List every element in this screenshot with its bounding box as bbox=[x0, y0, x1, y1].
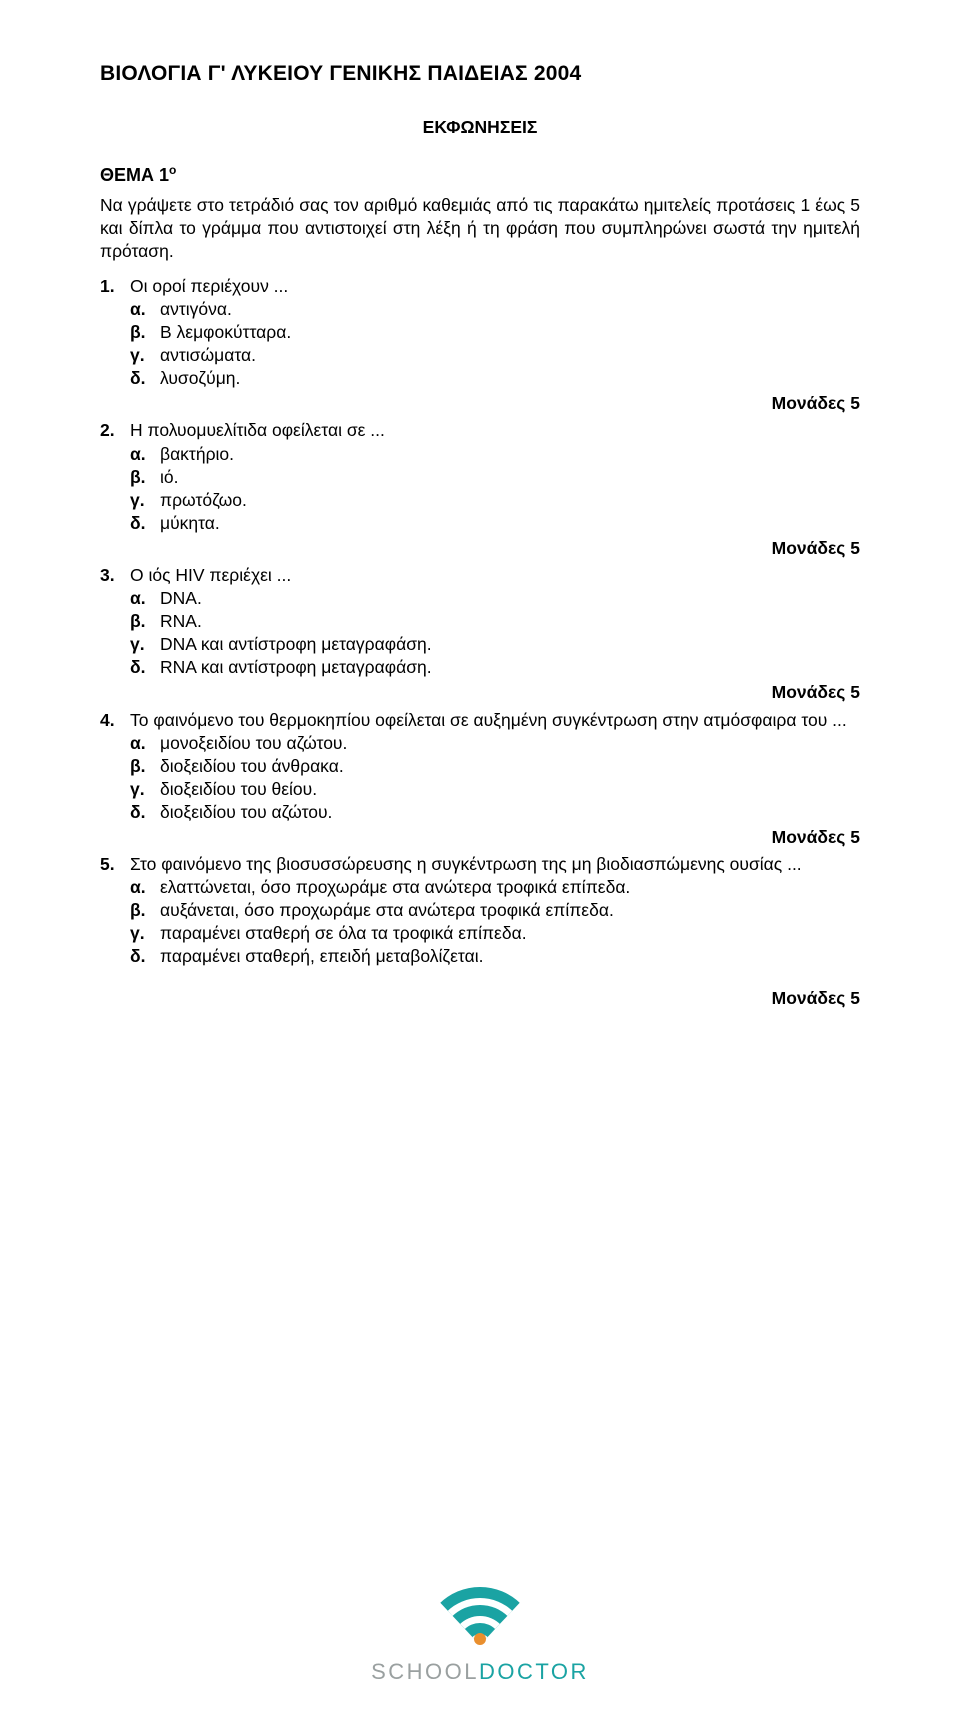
option-text: διοξειδίου του αζώτου. bbox=[160, 801, 860, 824]
points-label: Μονάδες 5 bbox=[100, 537, 860, 560]
option-row: β.αυξάνεται, όσο προχωράμε στα ανώτερα τ… bbox=[100, 899, 860, 922]
option-text: αυξάνεται, όσο προχωράμε στα ανώτερα τρο… bbox=[160, 899, 860, 922]
option-row: α.μονοξειδίου του αζώτου. bbox=[100, 732, 860, 755]
question-text: Στο φαινόμενο της βιοσυσσώρευσης η συγκέ… bbox=[130, 853, 860, 876]
page-subtitle: ΕΚΦΩΝΗΣΕΙΣ bbox=[100, 116, 860, 139]
page-title: ΒΙΟΛΟΓΙΑ Γ' ΛΥΚΕΙΟΥ ΓΕΝΙΚΗΣ ΠΑΙΔΕΙΑΣ 200… bbox=[100, 60, 860, 88]
option-row: γ.πρωτόζωο. bbox=[100, 489, 860, 512]
option-text: πρωτόζωο. bbox=[160, 489, 860, 512]
question-text: Η πολυομυελίτιδα οφείλεται σε ... bbox=[130, 419, 860, 442]
question-block: 3. Ο ιός HIV περιέχει ... α.DNA. β.RNA. … bbox=[100, 564, 860, 705]
option-label: δ. bbox=[130, 801, 160, 824]
option-row: γ.διοξειδίου του θείου. bbox=[100, 778, 860, 801]
option-row: δ.μύκητα. bbox=[100, 512, 860, 535]
option-label: α. bbox=[130, 876, 160, 899]
option-label: δ. bbox=[130, 656, 160, 679]
option-text: Β λεμφοκύτταρα. bbox=[160, 321, 860, 344]
option-row: δ.διοξειδίου του αζώτου. bbox=[100, 801, 860, 824]
option-text: λυσοζύμη. bbox=[160, 367, 860, 390]
question-text: Οι οροί περιέχουν ... bbox=[130, 275, 860, 298]
question-text: Το φαινόμενο του θερμοκηπίου οφείλεται σ… bbox=[130, 709, 860, 732]
option-text: DNA και αντίστροφη μεταγραφάση. bbox=[160, 633, 860, 656]
option-row: β.διοξειδίου του άνθρακα. bbox=[100, 755, 860, 778]
question-number: 1. bbox=[100, 275, 130, 298]
option-text: αντισώματα. bbox=[160, 344, 860, 367]
option-label: α. bbox=[130, 298, 160, 321]
option-text: ιό. bbox=[160, 466, 860, 489]
question-block: 4. Το φαινόμενο του θερμοκηπίου οφείλετα… bbox=[100, 709, 860, 850]
option-row: β.ιό. bbox=[100, 466, 860, 489]
option-label: β. bbox=[130, 321, 160, 344]
option-text: μύκητα. bbox=[160, 512, 860, 535]
points-label: Μονάδες 5 bbox=[100, 987, 860, 1010]
question-line: 5. Στο φαινόμενο της βιοσυσσώρευσης η συ… bbox=[100, 853, 860, 876]
points-label: Μονάδες 5 bbox=[100, 826, 860, 849]
option-label: γ. bbox=[130, 344, 160, 367]
option-label: α. bbox=[130, 443, 160, 466]
option-label: γ. bbox=[130, 922, 160, 945]
option-text: παραμένει σταθερή, επειδή μεταβολίζεται. bbox=[160, 945, 860, 968]
option-label: α. bbox=[130, 587, 160, 610]
question-line: 2. Η πολυομυελίτιδα οφείλεται σε ... bbox=[100, 419, 860, 442]
option-label: δ. bbox=[130, 367, 160, 390]
option-text: DNA. bbox=[160, 587, 860, 610]
option-row: γ.DNA και αντίστροφη μεταγραφάση. bbox=[100, 633, 860, 656]
question-line: 1. Οι οροί περιέχουν ... bbox=[100, 275, 860, 298]
option-row: δ.λυσοζύμη. bbox=[100, 367, 860, 390]
option-row: γ.παραμένει σταθερή σε όλα τα τροφικά επ… bbox=[100, 922, 860, 945]
thema-label: ΘΕΜΑ 1 bbox=[100, 165, 169, 185]
question-number: 3. bbox=[100, 564, 130, 587]
question-number: 5. bbox=[100, 853, 130, 876]
option-label: δ. bbox=[130, 512, 160, 535]
option-row: α.ελαττώνεται, όσο προχωράμε στα ανώτερα… bbox=[100, 876, 860, 899]
points-label: Μονάδες 5 bbox=[100, 392, 860, 415]
option-row: γ.αντισώματα. bbox=[100, 344, 860, 367]
option-row: δ.RNA και αντίστροφη μεταγραφάση. bbox=[100, 656, 860, 679]
option-text: διοξειδίου του θείου. bbox=[160, 778, 860, 801]
points-label: Μονάδες 5 bbox=[100, 681, 860, 704]
page: ΒΙΟΛΟΓΙΑ Γ' ΛΥΚΕΙΟΥ ΓΕΝΙΚΗΣ ΠΑΙΔΕΙΑΣ 200… bbox=[0, 0, 960, 1726]
logo-text: SCHOOLDOCTOR bbox=[371, 1657, 589, 1686]
option-label: γ. bbox=[130, 489, 160, 512]
option-text: μονοξειδίου του αζώτου. bbox=[160, 732, 860, 755]
option-row: β.Β λεμφοκύτταρα. bbox=[100, 321, 860, 344]
option-label: β. bbox=[130, 610, 160, 633]
option-label: γ. bbox=[130, 633, 160, 656]
question-line: 4. Το φαινόμενο του θερμοκηπίου οφείλετα… bbox=[100, 709, 860, 732]
question-block: 1. Οι οροί περιέχουν ... α.αντιγόνα. β.Β… bbox=[100, 275, 860, 416]
question-block: 2. Η πολυομυελίτιδα οφείλεται σε ... α.β… bbox=[100, 419, 860, 560]
logo-text-part2: DOCTOR bbox=[479, 1659, 589, 1684]
option-text: RNA και αντίστροφη μεταγραφάση. bbox=[160, 656, 860, 679]
wifi-fan-icon bbox=[425, 1579, 535, 1651]
option-label: α. bbox=[130, 732, 160, 755]
question-number: 4. bbox=[100, 709, 130, 732]
option-row: δ.παραμένει σταθερή, επειδή μεταβολίζετα… bbox=[100, 945, 860, 968]
question-block: 5. Στο φαινόμενο της βιοσυσσώρευσης η συ… bbox=[100, 853, 860, 1010]
question-line: 3. Ο ιός HIV περιέχει ... bbox=[100, 564, 860, 587]
option-text: βακτήριο. bbox=[160, 443, 860, 466]
option-text: παραμένει σταθερή σε όλα τα τροφικά επίπ… bbox=[160, 922, 860, 945]
question-text: Ο ιός HIV περιέχει ... bbox=[130, 564, 860, 587]
option-row: α.αντιγόνα. bbox=[100, 298, 860, 321]
option-label: β. bbox=[130, 466, 160, 489]
option-row: α.DNA. bbox=[100, 587, 860, 610]
option-text: ελαττώνεται, όσο προχωράμε στα ανώτερα τ… bbox=[160, 876, 860, 899]
thema-superscript: ο bbox=[169, 163, 176, 177]
option-label: β. bbox=[130, 899, 160, 922]
footer-logo: SCHOOLDOCTOR bbox=[0, 1579, 960, 1686]
option-label: γ. bbox=[130, 778, 160, 801]
option-row: β.RNA. bbox=[100, 610, 860, 633]
option-text: διοξειδίου του άνθρακα. bbox=[160, 755, 860, 778]
option-label: β. bbox=[130, 755, 160, 778]
logo-text-part1: SCHOOL bbox=[371, 1659, 479, 1684]
option-row: α.βακτήριο. bbox=[100, 443, 860, 466]
option-text: αντιγόνα. bbox=[160, 298, 860, 321]
option-label: δ. bbox=[130, 945, 160, 968]
question-number: 2. bbox=[100, 419, 130, 442]
intro-text: Να γράψετε στο τετράδιό σας τον αριθμό κ… bbox=[100, 194, 860, 263]
logo: SCHOOLDOCTOR bbox=[371, 1579, 589, 1686]
thema-heading: ΘΕΜΑ 1ο bbox=[100, 163, 860, 188]
option-text: RNA. bbox=[160, 610, 860, 633]
